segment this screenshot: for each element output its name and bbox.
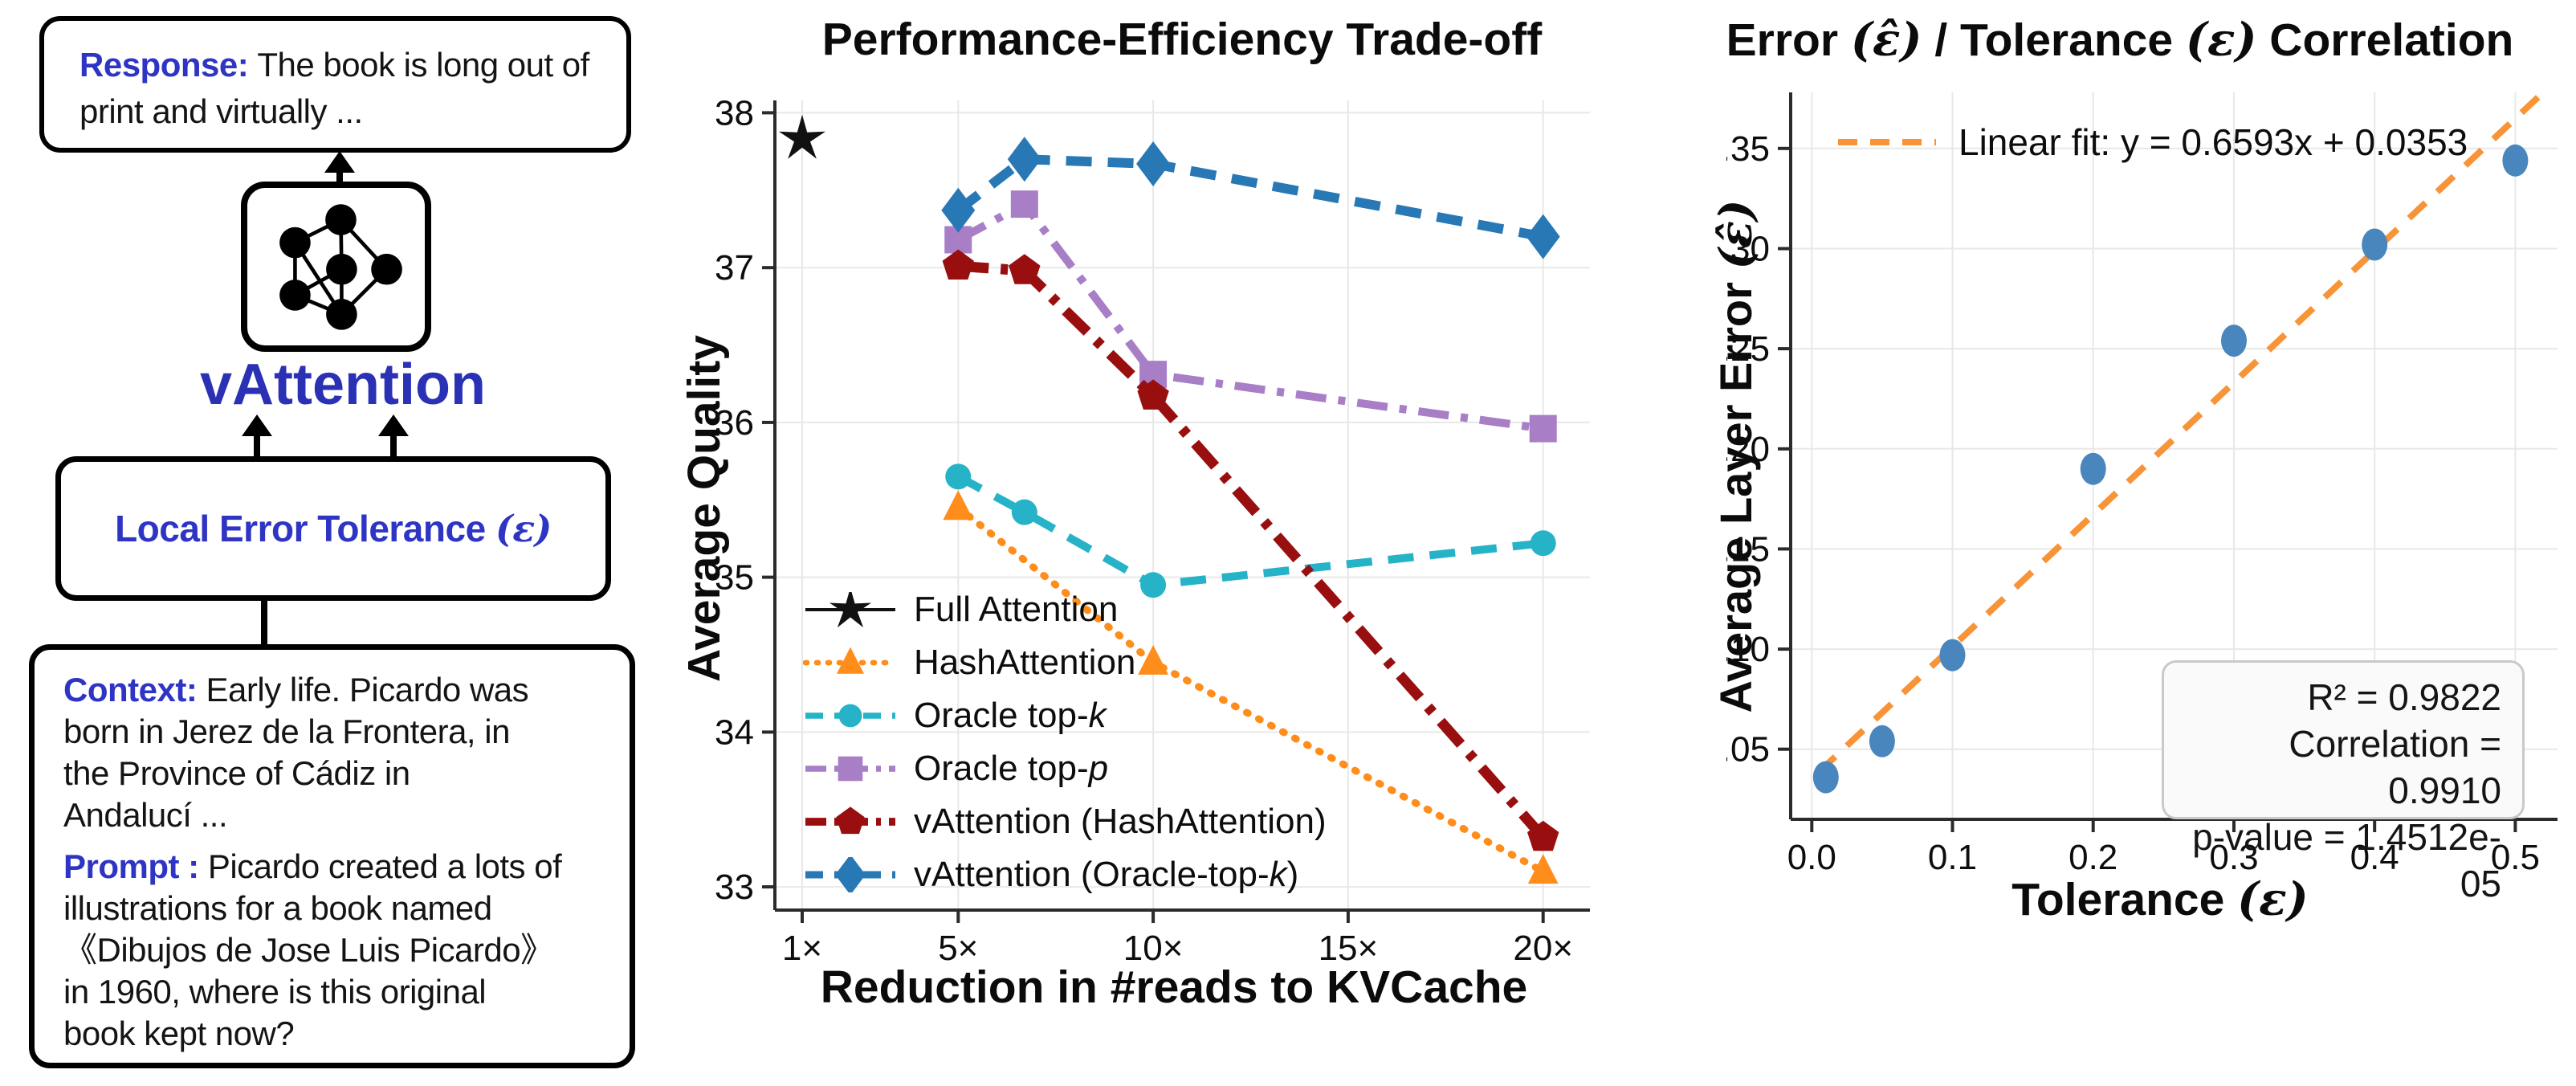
tradeoff-chart: 1× 5× 10× 15× 20× 33 34 35 36 37 38	[715, 93, 1590, 968]
legend-label: Full Attention	[914, 590, 1119, 629]
legend-label: Oracle top-p	[914, 749, 1109, 788]
svg-text:0.20: 0.20	[1726, 430, 1770, 469]
tolerance-label: Local Error Tolerance (ε)	[115, 507, 552, 550]
svg-text:35: 35	[715, 558, 754, 598]
legend-label: Oracle top-k	[914, 696, 1107, 735]
svg-text:0.35: 0.35	[1726, 129, 1770, 169]
legend-item: Oracle top-k	[803, 689, 1327, 742]
svg-text:33: 33	[715, 868, 754, 907]
series-oracle-top-k	[945, 463, 1556, 598]
legend-marker-square	[805, 756, 895, 782]
series-hashattention	[943, 490, 1559, 884]
fit-line-label: Linear fit: y = 0.6593x + 0.0353	[1958, 121, 2468, 163]
context-box: Context: Early life. Picardo was born in…	[29, 644, 635, 1068]
response-box: Response: The book is long out of print …	[39, 16, 631, 153]
svg-text:0.3: 0.3	[2209, 838, 2258, 877]
tradeoff-xlabel: Reduction in #reads to KVCache	[820, 961, 1528, 1013]
svg-text:0.1: 0.1	[1928, 838, 1977, 877]
svg-text:0.4: 0.4	[2350, 838, 2399, 877]
tolerance-box: Local Error Tolerance (ε)	[55, 456, 611, 601]
svg-text:10×: 10×	[1123, 929, 1184, 968]
svg-text:37: 37	[715, 248, 754, 288]
stat-p-value: p-value = 1.4512e-05	[2192, 816, 2501, 904]
svg-text:0.10: 0.10	[1726, 630, 1770, 669]
legend-marker-circle	[805, 704, 895, 728]
fit-line-sample	[1838, 139, 1936, 145]
stat-correlation: Correlation = 0.9910	[2289, 723, 2501, 811]
context-text: Context: Early life. Picardo was born in…	[63, 671, 529, 834]
legend-item: vAttention (Oracle-top-k)	[803, 848, 1327, 901]
stats-box: R² = 0.9822 Correlation = 0.9910 p-value…	[2162, 660, 2525, 904]
arrow-up-icon	[242, 414, 272, 456]
legend-label: vAttention (Oracle-top-k)	[914, 855, 1299, 894]
svg-text:1×: 1×	[782, 929, 822, 968]
tick-labels: 0.0 0.1 0.2 0.3 0.4 0.5 0.05 0.10 0.15 0.20 0.25 0.…	[1726, 129, 2540, 877]
svg-text:0.25: 0.25	[1726, 329, 1770, 369]
legend-marker-pentagon	[805, 806, 895, 835]
legend-marker-star	[805, 592, 895, 627]
legend-item: Full Attention	[803, 583, 1327, 636]
connector-line	[261, 598, 267, 646]
svg-text:0.0: 0.0	[1787, 838, 1836, 877]
series-vattention-hashattention-	[942, 249, 1559, 851]
tick-labels: 1× 5× 10× 15× 20× 33 34 35 36 37 38	[715, 93, 1573, 968]
prompt-label: Prompt :	[63, 847, 208, 885]
stat-r-squared: R² = 0.9822	[2307, 676, 2501, 718]
series-oracle-top-p	[944, 190, 1557, 443]
scatter-points	[1812, 144, 2529, 794]
axes	[762, 100, 1590, 923]
legend-item: vAttention (HashAttention)	[803, 795, 1327, 848]
response-label: Response:	[79, 46, 258, 84]
svg-text:5×: 5×	[938, 929, 978, 968]
svg-text:0.5: 0.5	[2491, 838, 2540, 877]
model-name: vAttention	[200, 353, 486, 417]
legend-marker-diamond	[805, 857, 895, 892]
neural-network-icon	[279, 204, 402, 330]
context-label: Context:	[63, 671, 206, 708]
svg-text:0.15: 0.15	[1726, 529, 1770, 569]
legend-label: vAttention (HashAttention)	[914, 802, 1327, 841]
arrow-up-icon	[324, 151, 355, 182]
legend-item: Oracle top-p	[803, 742, 1327, 795]
arrow-up-icon	[378, 414, 409, 456]
response-text: Response: The book is long out of print …	[79, 46, 589, 130]
fit-line	[1816, 89, 2546, 775]
model-icon-box	[241, 182, 431, 352]
svg-text:0.30: 0.30	[1726, 229, 1770, 268]
axes	[1778, 92, 2558, 832]
correlation-chart: 0.0 0.1 0.2 0.3 0.4 0.5 0.05 0.10 0.15 0.20 0.25 0.…	[1726, 89, 2558, 877]
legend-item: HashAttention	[803, 636, 1327, 689]
prompt-text: Prompt : Picardo created a lots of illus…	[63, 847, 562, 1052]
series-full-attention	[779, 114, 825, 159]
svg-text:0.05: 0.05	[1726, 730, 1770, 770]
correlation-chart-title: Error (ε̂) / Tolerance (ε) Correlation	[1726, 13, 2514, 67]
grid	[1791, 92, 2558, 819]
legend-label: HashAttention	[914, 643, 1136, 682]
legend-marker-triangle	[803, 647, 898, 674]
svg-text:20×: 20×	[1513, 929, 1573, 968]
tradeoff-legend: Full Attention HashAttention Oracle top-k O…	[803, 583, 1327, 901]
fit-line-legend: Linear fit: y = 0.6593x + 0.0353	[1835, 120, 2468, 164]
tradeoff-chart-title: Performance-Efficiency Trade-off	[821, 14, 1543, 65]
series-vattention-oracle-top-k-	[941, 137, 1560, 259]
svg-text:36: 36	[715, 403, 754, 443]
correlation-xlabel: Tolerance (ε)	[2011, 872, 2309, 926]
svg-text:15×: 15×	[1319, 929, 1379, 968]
svg-text:0.2: 0.2	[2069, 838, 2117, 877]
svg-text:38: 38	[715, 93, 754, 133]
svg-text:34: 34	[715, 712, 754, 752]
